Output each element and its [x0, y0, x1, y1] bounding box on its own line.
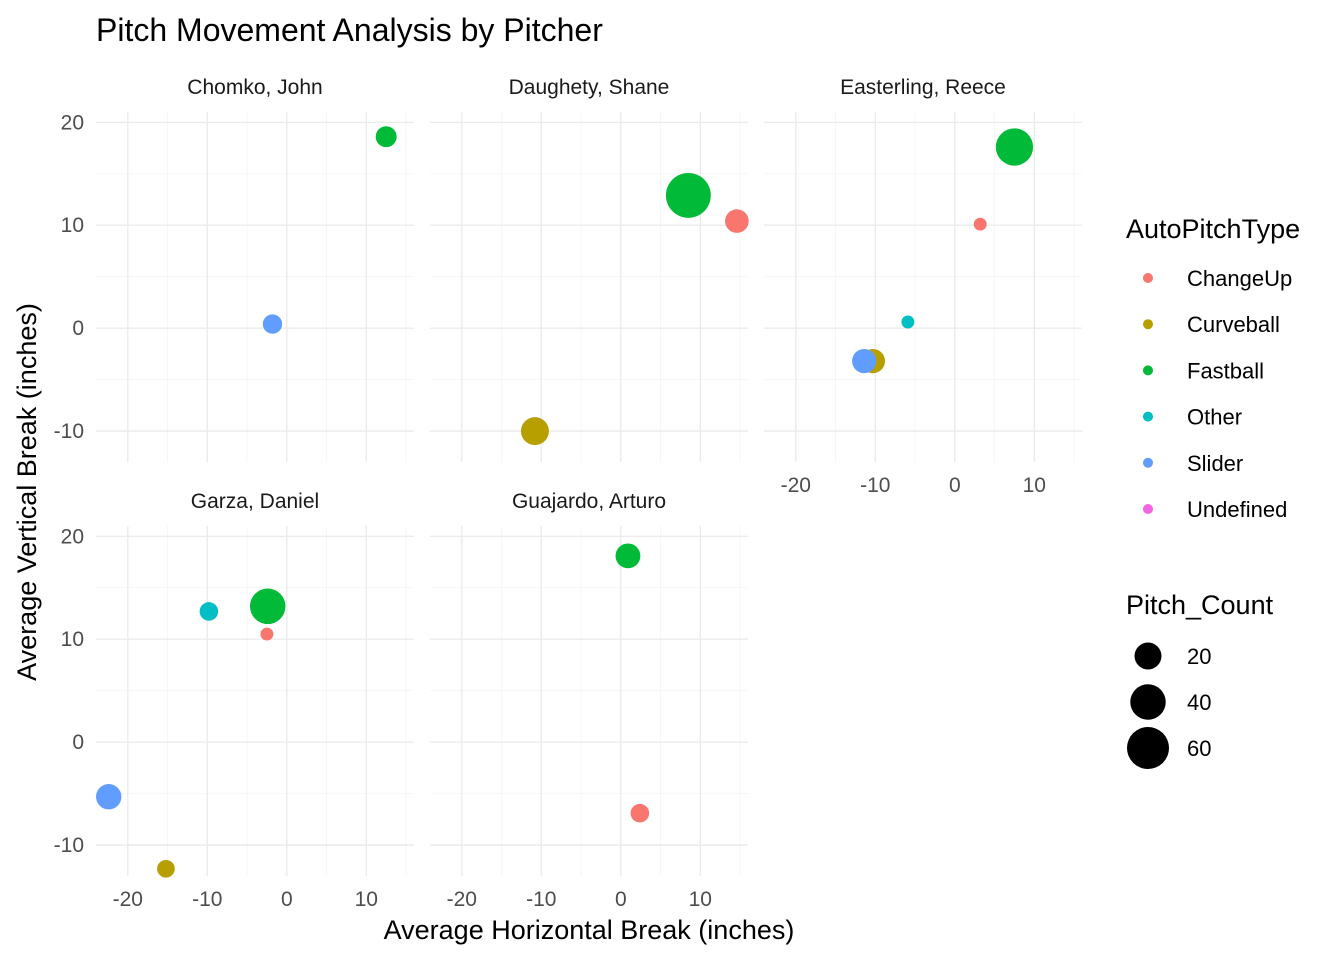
legend-label: Undefined	[1187, 497, 1287, 522]
size-legend-key	[1130, 684, 1166, 720]
facet-panel: Chomko, John -10 0 10 20	[54, 76, 414, 462]
y-tick-label: 10	[61, 214, 84, 237]
x-tick-label: 0	[281, 888, 293, 911]
facet-label: Guajardo, Arturo	[512, 490, 666, 513]
facet-panel: Guajardo, Arturo -20 -10 0 10	[430, 490, 748, 911]
x-tick-label: -20	[447, 888, 477, 911]
size-legend-label: 20	[1187, 644, 1211, 669]
x-tick-label: -10	[526, 888, 556, 911]
data-point-slider	[852, 349, 877, 374]
facet-label: Garza, Daniel	[191, 490, 319, 513]
size-legend-label: 60	[1187, 736, 1211, 761]
facet-label: Daughety, Shane	[509, 76, 670, 99]
y-tick-label: -10	[54, 834, 84, 857]
data-point-other	[199, 602, 219, 621]
data-point-other	[901, 315, 915, 329]
x-tick-label: -20	[113, 888, 143, 911]
y-tick-label: 0	[72, 731, 84, 754]
x-tick-label: -20	[781, 474, 811, 497]
data-point-slider	[96, 784, 122, 810]
data-point-fastball	[615, 543, 641, 569]
facet-panel: Daughety, Shane	[430, 76, 749, 462]
legend-key-undefined	[1143, 504, 1153, 514]
color-legend-title: AutoPitchType	[1126, 214, 1300, 244]
y-axis-title: Average Vertical Break (inches)	[12, 303, 42, 681]
size-legend-key	[1126, 726, 1170, 770]
legend-label: Other	[1187, 405, 1242, 430]
x-tick-label: 0	[949, 474, 961, 497]
legend-key-curveball	[1143, 319, 1153, 330]
x-tick-label: -10	[192, 888, 222, 911]
data-point-fastball	[249, 588, 286, 625]
legend-key-other	[1143, 411, 1153, 422]
data-point-changeup	[260, 627, 274, 641]
facet-label: Easterling, Reece	[840, 76, 1006, 99]
data-point-curveball	[157, 859, 175, 878]
x-axis-title: Average Horizontal Break (inches)	[384, 915, 795, 945]
facet-panels: Chomko, John -10 0 10 20 Daughety, Shane Easte…	[54, 76, 1082, 911]
facet-panel: Easterling, Reece -20 -10 0 10	[764, 76, 1082, 497]
legend-label: ChangeUp	[1187, 266, 1292, 291]
size-legend: Pitch_Count 20 40 60	[1126, 590, 1274, 770]
data-point-curveball	[520, 417, 549, 446]
data-point-fastball	[665, 172, 711, 218]
chart-title: Pitch Movement Analysis by Pitcher	[96, 12, 603, 48]
x-tick-label: 0	[615, 888, 627, 911]
size-legend-label: 40	[1187, 690, 1211, 715]
y-tick-label: -10	[54, 420, 84, 443]
color-legend: AutoPitchType ChangeUp Curveball Fastball O…	[1126, 214, 1300, 522]
x-tick-label: 10	[355, 888, 378, 911]
x-tick-label: 10	[1023, 474, 1046, 497]
y-tick-label: 20	[61, 525, 84, 548]
data-point-changeup	[630, 803, 650, 823]
x-tick-label: 10	[689, 888, 712, 911]
legend-key-changeup	[1143, 273, 1153, 283]
legend-label: Fastball	[1187, 358, 1264, 383]
data-point-fastball	[995, 128, 1034, 166]
legend-key-slider	[1143, 457, 1153, 468]
y-tick-label: 10	[61, 628, 84, 651]
data-point-changeup	[973, 217, 987, 231]
y-tick-label: 20	[61, 111, 84, 134]
data-point-fastball	[375, 126, 397, 148]
size-legend-title: Pitch_Count	[1126, 590, 1274, 620]
legend-label: Slider	[1187, 451, 1243, 476]
y-tick-label: 0	[72, 317, 84, 340]
x-tick-label: -10	[860, 474, 890, 497]
legend-label: Curveball	[1187, 312, 1280, 337]
facet-label: Chomko, John	[187, 76, 322, 99]
facet-panel: Garza, Daniel -10 0 10 20 -20 -10 0 10	[54, 490, 414, 911]
data-point-changeup	[725, 209, 749, 233]
data-point-slider	[262, 314, 283, 334]
legend-key-fastball	[1143, 365, 1153, 376]
size-legend-key	[1134, 642, 1162, 670]
